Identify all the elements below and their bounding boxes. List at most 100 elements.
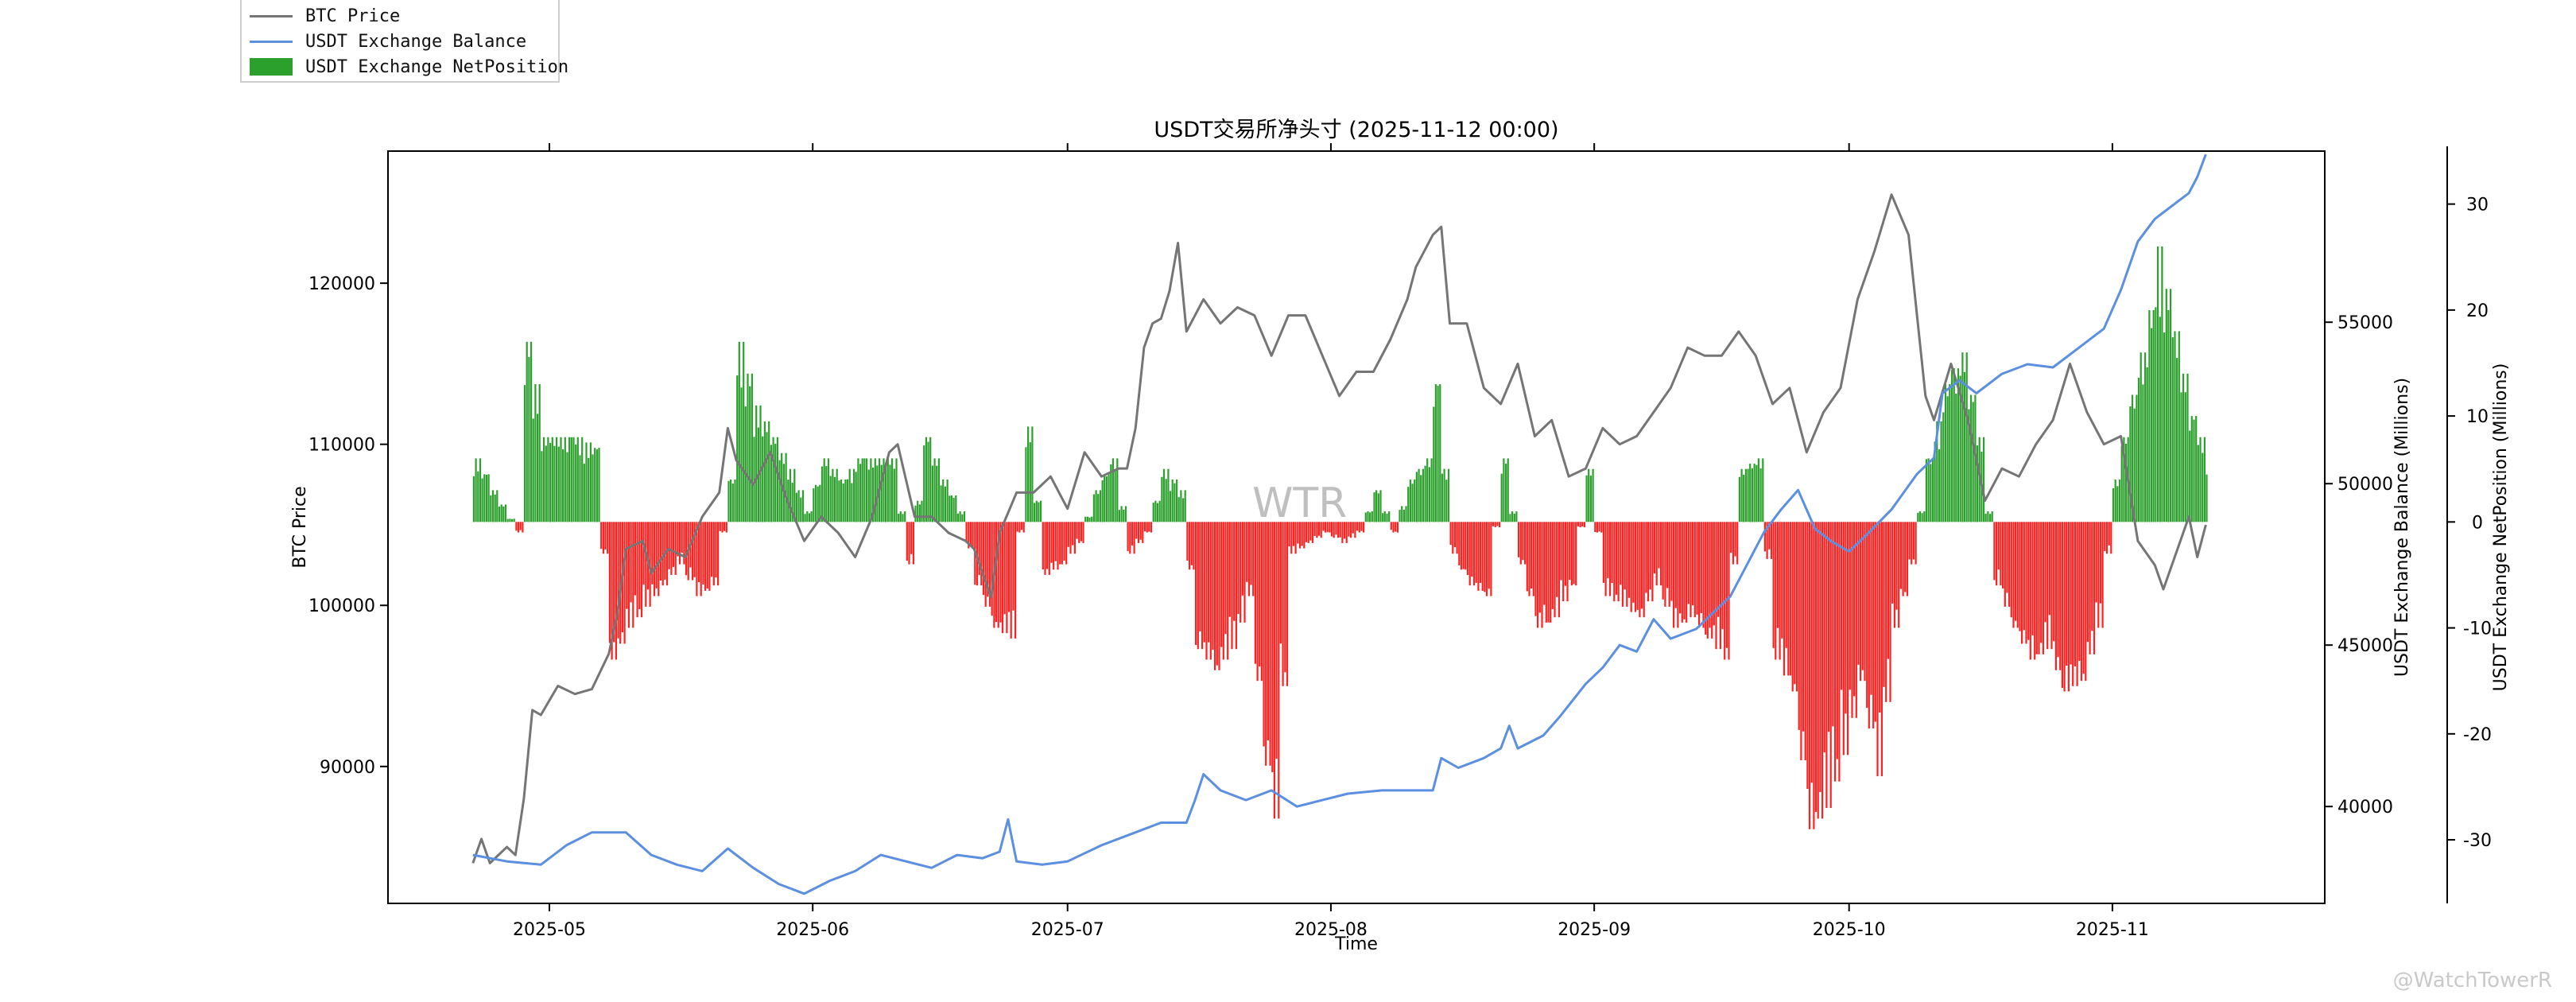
- netposition-bar: [1481, 522, 1484, 591]
- netposition-bar: [991, 522, 993, 616]
- netposition-bar: [1717, 522, 1720, 617]
- netposition-bar: [2015, 522, 2017, 621]
- netposition-bar: [1864, 522, 1866, 682]
- netposition-bar: [2144, 352, 2147, 522]
- netposition-bar: [1608, 522, 1612, 596]
- netposition-bar: [1519, 522, 1522, 565]
- netposition-bar: [1740, 468, 1743, 522]
- netposition-bar: [523, 385, 526, 522]
- netposition-bar: [1284, 522, 1286, 673]
- netposition-bar: [1600, 522, 1603, 533]
- netposition-bar: [1333, 522, 1335, 538]
- netposition-bar: [613, 522, 615, 643]
- netposition-bar: [1472, 522, 1476, 586]
- netposition-bar: [1505, 464, 1507, 522]
- netposition-bar: [1895, 522, 1898, 610]
- netposition-bar: [1278, 522, 1280, 819]
- netposition-bar: [1817, 522, 1819, 819]
- netposition-bar: [1092, 494, 1095, 522]
- netposition-bar: [2120, 445, 2123, 522]
- netposition-bar: [895, 458, 898, 522]
- netposition-bar: [2023, 522, 2025, 631]
- netposition-bar: [2133, 408, 2136, 522]
- netposition-bar: [1946, 396, 1949, 522]
- y-right1-tick-label: 50000: [2337, 475, 2393, 495]
- netposition-bar: [1713, 522, 1715, 626]
- netposition-bar: [1522, 522, 1524, 561]
- netposition-bar: [2082, 522, 2085, 674]
- netposition-bar: [1524, 522, 1527, 565]
- netposition-bar: [1131, 522, 1134, 546]
- netposition-bar: [630, 522, 632, 603]
- netposition-bar: [2189, 430, 2191, 522]
- netposition-bar: [1589, 476, 1592, 522]
- netposition-bar: [2155, 307, 2157, 522]
- netposition-bar: [1350, 522, 1352, 538]
- netposition-bar: [821, 466, 824, 522]
- netposition-bar: [640, 522, 643, 618]
- netposition-bar: [1324, 522, 1327, 533]
- netposition-bar: [1686, 522, 1688, 623]
- netposition-bar: [1492, 522, 1495, 526]
- netposition-bar: [2171, 337, 2174, 522]
- netposition-bar: [1050, 522, 1053, 563]
- netposition-bar: [1016, 522, 1018, 532]
- netposition-bar: [725, 522, 727, 533]
- netposition-bar: [1105, 476, 1108, 522]
- netposition-bar: [1193, 522, 1195, 570]
- netposition-bar: [1749, 464, 1752, 522]
- netposition-bar: [2027, 522, 2030, 640]
- netposition-bar: [1254, 522, 1256, 664]
- netposition-bar: [1025, 447, 1027, 522]
- netposition-bar: [2057, 522, 2059, 658]
- netposition-bar: [1127, 522, 1129, 551]
- netposition-bar: [1679, 522, 1682, 614]
- netposition-bar: [1320, 522, 1322, 538]
- netposition-bar: [1747, 468, 1749, 522]
- netposition-bar: [857, 458, 859, 522]
- netposition-bar: [1133, 522, 1135, 554]
- netposition-bar: [1545, 522, 1547, 623]
- netposition-bar: [1709, 522, 1711, 628]
- netposition-bar: [1664, 522, 1666, 607]
- netposition-bar: [1845, 522, 1847, 714]
- netposition-bar: [1526, 522, 1528, 592]
- netposition-bar: [774, 444, 777, 522]
- netposition-bar: [1870, 522, 1872, 695]
- netposition-bar: [1825, 522, 1828, 808]
- y-right1-tick-label: 55000: [2337, 313, 2393, 333]
- netposition-bar: [914, 505, 917, 522]
- netposition-bar: [763, 421, 766, 522]
- netposition-bar: [1475, 522, 1477, 583]
- netposition-bar: [588, 457, 590, 522]
- netposition-bar: [2146, 367, 2148, 522]
- netposition-bar: [1401, 506, 1403, 522]
- y-right2-axis-label: USDT Exchange NetPosition (Millions): [2491, 363, 2511, 692]
- netposition-bar: [1738, 476, 1740, 522]
- netposition-bar: [1904, 522, 1907, 592]
- netposition-bar: [1770, 522, 1773, 559]
- netposition-bar: [2010, 522, 2012, 618]
- y-right1-tick-label: 45000: [2337, 636, 2393, 656]
- netposition-bar: [547, 437, 549, 522]
- netposition-bar: [797, 490, 800, 522]
- netposition-bar: [596, 449, 598, 522]
- netposition-bar: [749, 386, 751, 522]
- netposition-bar: [1084, 516, 1087, 522]
- netposition-bar: [1806, 522, 1809, 789]
- netposition-bar: [1639, 522, 1641, 618]
- netposition-bar: [1791, 522, 1794, 692]
- netposition-bar: [1305, 522, 1308, 542]
- netposition-bar: [1532, 522, 1534, 596]
- netposition-bar: [2097, 522, 2100, 628]
- netposition-bar: [933, 458, 936, 522]
- netposition-bar: [665, 522, 669, 586]
- netposition-bar: [1479, 522, 1482, 583]
- netposition-bar: [961, 514, 964, 522]
- netposition-bar: [1001, 522, 1004, 634]
- netposition-bar: [1861, 522, 1864, 670]
- netposition-bar: [1800, 522, 1802, 761]
- netposition-bar: [475, 458, 477, 522]
- netposition-bar: [955, 495, 957, 522]
- netposition-bar: [846, 479, 849, 522]
